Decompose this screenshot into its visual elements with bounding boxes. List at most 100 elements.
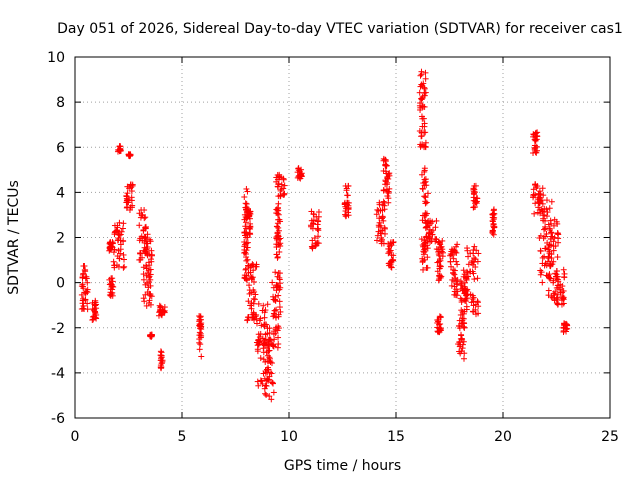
data-point (375, 224, 382, 231)
data-point (142, 224, 149, 231)
data-point (274, 233, 281, 240)
chart-title: Day 051 of 2026, Sidereal Day-to-day VTE… (57, 21, 623, 37)
data-point (117, 246, 124, 253)
data-point (385, 190, 392, 197)
data-point (543, 197, 550, 204)
data-point (271, 296, 278, 303)
data-point (115, 263, 122, 270)
data-point (257, 330, 264, 337)
data-point (553, 273, 560, 280)
data-point (539, 254, 546, 261)
data-point (275, 313, 282, 320)
data-point (421, 212, 428, 219)
data-point (116, 255, 123, 262)
data-point (422, 69, 429, 76)
data-point (260, 349, 267, 356)
data-point (460, 267, 467, 274)
data-point (298, 170, 305, 177)
data-point (552, 288, 559, 295)
data-point (159, 357, 166, 364)
data-point (341, 200, 348, 207)
x-tick-label: 10 (280, 429, 298, 445)
data-point (375, 207, 382, 214)
data-point (93, 305, 100, 312)
data-point (388, 264, 395, 271)
data-point (196, 312, 203, 319)
data-point (418, 171, 425, 178)
x-tick-label: 20 (494, 429, 512, 445)
data-point (439, 237, 446, 244)
data-point (271, 312, 278, 319)
y-tick-label: -4 (51, 366, 65, 382)
data-point (422, 143, 429, 150)
data-point (472, 197, 479, 204)
data-point (546, 262, 553, 269)
x-tick-label: 15 (387, 429, 405, 445)
data-point (81, 305, 88, 312)
data-point (146, 236, 153, 243)
data-point (545, 287, 552, 294)
data-point (308, 223, 315, 230)
data-point (436, 313, 443, 320)
data-point (142, 250, 149, 257)
data-point (381, 224, 388, 231)
data-point (420, 251, 427, 258)
data-point (435, 248, 442, 255)
data-point (242, 219, 249, 226)
data-point (426, 222, 433, 229)
data-point (158, 360, 165, 367)
data-point (376, 199, 383, 206)
data-point (532, 137, 539, 144)
data-point (198, 353, 205, 360)
data-point (254, 320, 261, 327)
data-point (197, 314, 204, 321)
data-point (110, 258, 117, 265)
data-point (147, 332, 154, 339)
data-point (92, 314, 99, 321)
data-point (344, 192, 351, 199)
data-point (421, 193, 428, 200)
data-point (423, 199, 430, 206)
data-point (243, 277, 250, 284)
data-point (454, 276, 461, 283)
x-tick-label: 5 (178, 429, 187, 445)
data-point (531, 146, 538, 153)
data-point (273, 223, 280, 230)
data-point (457, 311, 464, 318)
data-point (109, 292, 116, 299)
data-point (422, 75, 429, 82)
data-point (275, 283, 282, 290)
data-point (382, 168, 389, 175)
data-point (274, 273, 281, 280)
data-point (539, 279, 546, 286)
data-point (555, 284, 562, 291)
data-point (276, 298, 283, 305)
data-point (545, 246, 552, 253)
data-point (435, 258, 442, 265)
data-point (126, 152, 133, 159)
data-point (247, 302, 254, 309)
data-point (273, 324, 280, 331)
data-point (416, 89, 423, 96)
data-point (246, 210, 253, 217)
data-point (250, 295, 257, 302)
data-point (470, 250, 477, 257)
data-point (383, 162, 390, 169)
data-point (561, 270, 568, 277)
data-point (530, 186, 537, 193)
data-point (247, 224, 254, 231)
data-point (469, 257, 476, 264)
data-point (462, 296, 469, 303)
data-point (139, 212, 146, 219)
data-point (313, 240, 320, 247)
data-point (424, 264, 431, 271)
data-point (389, 239, 396, 246)
data-point (447, 251, 454, 258)
data-point (273, 251, 280, 258)
data-point (260, 370, 267, 377)
data-point (262, 390, 269, 397)
data-point (268, 396, 275, 403)
data-point (345, 204, 352, 211)
data-point (378, 215, 385, 222)
data-point (245, 263, 252, 270)
